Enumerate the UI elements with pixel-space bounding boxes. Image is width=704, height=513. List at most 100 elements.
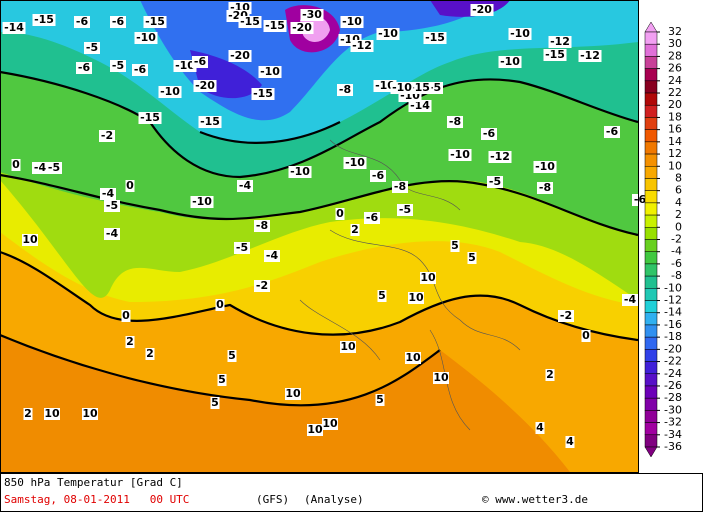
contour-label-bg [450,240,460,252]
contour-label: -8 [254,219,270,232]
contour-label-text: 10 [285,387,301,400]
contour-label-text: 5 [218,373,226,386]
colorbar-tick-label: -34 [664,428,682,441]
contour-label: 0 [11,158,21,171]
contour-label: -4 [100,187,116,200]
contour-label: -6 [632,193,648,206]
contour-label-text: 0 [582,329,590,342]
contour-label-bg [423,32,447,44]
colorbar-band [644,68,658,82]
contour-label: -2 [254,279,270,292]
colorbar-band [644,324,658,338]
contour-label-bg [364,212,380,224]
contour-label-text: -5 [399,203,411,216]
colorbar-band [644,373,658,387]
contour-label: 2 [350,223,360,236]
colorbar-tick-label: -30 [664,403,682,416]
contour-label-text: -10 [450,148,470,161]
contour-label-text: -4 [266,249,279,262]
contour-label: 10 [44,407,60,420]
contour-label-bg [254,220,270,232]
contour-label: 10 [433,371,449,384]
contour-label-text: -6 [112,15,125,28]
contour-label-bg [228,50,252,62]
contour-label: -10 [158,85,182,98]
colorbar-tick-label: 6 [675,184,682,197]
contour-label: 10 [420,271,436,284]
contour-label-bg [192,56,208,68]
contour-label-bg [285,388,301,400]
contour-label-bg [508,28,532,40]
contour-label: -12 [578,49,602,62]
contour-label: -10 [288,165,312,178]
contour-label-text: 10 [44,407,60,420]
contour-label: 4 [535,421,545,434]
colorbar-band [644,190,658,204]
contour-label-text: 0 [122,309,130,322]
contour-label: 5 [377,289,387,302]
colorbar-tick-label: -14 [664,306,682,319]
contour-label: -20 [470,3,494,16]
contour-label-bg [288,166,312,178]
contour-label-bg [300,9,324,21]
contour-label-bg [32,162,48,174]
contour-label: -6 [192,55,208,68]
contour-label: -2 [558,309,574,322]
colorbar-band [644,434,658,448]
contour-label-text: -15 [145,15,165,28]
colorbar-tick-label: -8 [671,269,682,282]
colorbar-tick-label: 32 [668,25,682,38]
contour-label: 5 [227,349,237,362]
colorbar-tick-label: 20 [668,98,682,111]
contour-label-text: -6 [483,127,496,140]
contour-label: -15 [408,81,432,94]
contour-labels: -14-15 -6 -6 -15-10-15-20 -30-15 -20-20-6-5-5… [2,1,648,448]
contour-label-bg [487,176,503,188]
contour-label-text: 5 [451,239,459,252]
colorbar-tick-label: 30 [668,37,682,50]
contour-label: -10 [498,55,522,68]
contour-label-text: -15 [140,111,160,124]
contour-label: -14 [408,99,432,112]
contour-label: -20 [290,21,314,34]
colorbar-band [644,422,658,436]
contour-label-text: -6 [366,211,379,224]
footer-model: (GFS) [256,493,289,506]
contour-label: 10 [340,340,356,353]
contour-label-text: -6 [134,63,147,76]
contour-label: -5 [46,161,62,174]
contour-label-bg [44,408,60,420]
contour-label-bg [227,350,237,362]
contour-label-text: -20 [472,3,492,16]
colorbar-tick-label: 2 [675,208,682,221]
contour-label-bg [632,194,648,206]
colorbar-band [644,349,658,362]
contour-label-bg [104,200,120,212]
contour-label-text: -10 [192,195,212,208]
colorbar-band [644,385,658,399]
contour-label-bg [290,22,314,34]
contour-label-bg [322,418,338,430]
contour-label-text: 10 [82,407,98,420]
contour-label: -10 [134,31,158,44]
contour-label-bg [535,422,545,434]
colorbar-tick-label: -4 [671,245,682,258]
contour-label-bg [448,149,472,161]
colorbar-band [644,117,658,130]
contour-label-text: -8 [449,115,461,128]
colorbar-tick-label: -10 [664,281,682,294]
contour-label-text: 2 [146,347,154,360]
contour-label-text: -10 [500,55,520,68]
contour-label-bg [46,162,62,174]
contour-label-bg [558,310,574,322]
colorbar-tick-label: -16 [664,318,682,331]
contour-label-text: -10 [392,81,412,94]
contour-label-bg [22,234,38,246]
contour-label: -5 [104,199,120,212]
colorbar-band [644,397,658,411]
contour-label-text: -5 [429,81,441,94]
contour-label: -8 [337,83,353,96]
contour-label: 10 [408,291,424,304]
contour-label-bg [498,56,522,68]
